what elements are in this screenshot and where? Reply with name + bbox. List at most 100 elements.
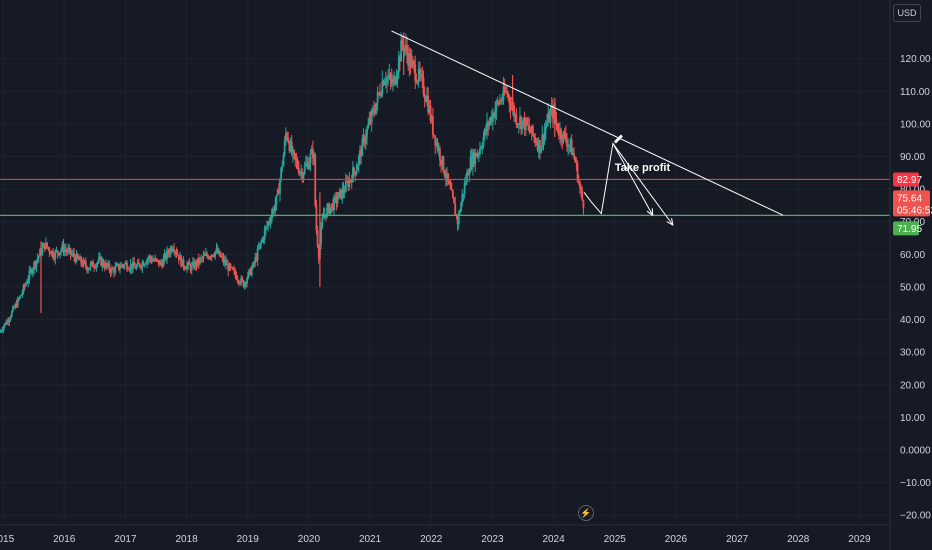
projection-path[interactable]: [583, 141, 654, 216]
candle-body: [474, 153, 477, 165]
candle-body: [329, 207, 332, 214]
time-scale-background: [0, 525, 890, 550]
candle-body: [155, 258, 158, 260]
candle-body: [157, 259, 160, 266]
candle-body: [302, 173, 305, 179]
candle-body: [99, 256, 101, 258]
candle-body: [259, 243, 261, 248]
candle-body: [274, 204, 277, 212]
candle-body: [76, 253, 79, 258]
price-scale[interactable]: 120.00110.00100.0090.0080.0070.0060.0050…: [900, 54, 931, 522]
time-tick-label: 2022: [420, 534, 443, 545]
candle-body: [495, 101, 498, 111]
candle-body: [208, 257, 211, 259]
candle-body: [427, 95, 430, 113]
candle-body: [20, 294, 23, 297]
candle-body: [364, 137, 367, 144]
candle-body: [12, 306, 14, 312]
candle-body: [361, 138, 364, 157]
candle-body: [176, 254, 179, 256]
candle-body: [263, 229, 266, 240]
candle-body: [173, 249, 175, 252]
candle-body: [334, 196, 337, 198]
candle-body: [146, 259, 148, 264]
candle-body: [8, 319, 11, 323]
candle-body: [446, 173, 448, 179]
candle-body: [433, 134, 435, 136]
candle-body: [237, 280, 240, 283]
candle-body: [3, 323, 6, 327]
lightning-icon[interactable]: ⚡: [578, 505, 594, 521]
candle-body: [63, 249, 66, 253]
candle-body: [21, 292, 24, 295]
candle-body: [268, 221, 271, 223]
candle-body: [429, 105, 432, 121]
candle-body: [553, 109, 555, 119]
candle-body: [1, 330, 4, 331]
candle-body: [441, 156, 444, 165]
candle-body: [530, 125, 533, 133]
candle-body: [539, 140, 541, 153]
horizontal-levels: [0, 178, 890, 216]
candle-body: [264, 226, 267, 230]
candle-body: [77, 257, 80, 261]
candle-body: [560, 129, 563, 139]
support-price-badge: [893, 221, 919, 236]
candle-body: [300, 171, 303, 173]
candle-body: [116, 264, 119, 265]
currency-button[interactable]: USD: [893, 4, 921, 22]
candle-body: [347, 181, 350, 187]
candle-body: [460, 203, 463, 212]
candle-body: [303, 165, 306, 174]
time-tick-label: 2029: [848, 534, 871, 545]
candle-body: [102, 260, 105, 266]
candle-body: [541, 134, 544, 148]
candle-body: [509, 103, 512, 110]
last-price-label: 75.64: [897, 193, 922, 204]
candle-body: [168, 253, 171, 255]
candle-body: [297, 167, 300, 174]
candle-body: [121, 264, 124, 266]
candle-body: [577, 181, 580, 183]
candle-body: [416, 80, 419, 83]
candle-body: [82, 260, 85, 266]
candle-body: [167, 250, 170, 254]
candle-body: [367, 124, 370, 129]
descending-trendline[interactable]: [391, 30, 784, 216]
candle-body: [409, 53, 412, 68]
candle-body: [457, 213, 460, 225]
countdown-label: 05:46:52: [897, 205, 932, 216]
price-tick-label: 10.00: [900, 413, 925, 424]
candle-body: [497, 101, 500, 104]
time-tick-label: 2027: [726, 534, 749, 545]
candle-body: [115, 264, 118, 267]
projection-branch[interactable]: [612, 143, 674, 226]
candle-body: [464, 181, 467, 183]
candle-body: [236, 279, 239, 281]
candle-body: [122, 265, 125, 267]
candle-body: [152, 260, 154, 262]
candle-body: [183, 267, 186, 269]
candle-body: [354, 171, 357, 175]
candle-body: [147, 258, 150, 260]
candle-body: [388, 74, 391, 78]
candle-body: [90, 261, 93, 264]
time-scale[interactable]: 2015 2016 2017 2018 2019 2020 2021 2022 2023 2024…: [0, 534, 871, 545]
candle-body: [14, 303, 17, 308]
time-tick-label: 2028: [787, 534, 810, 545]
candle-body: [166, 250, 168, 259]
candle-body: [333, 197, 335, 211]
candle-body: [226, 263, 228, 266]
candle-body: [359, 150, 361, 157]
candle-body: [290, 141, 293, 154]
candle-body: [533, 134, 535, 138]
candle-body: [514, 114, 517, 117]
candle-body: [449, 183, 452, 189]
candle-body: [62, 244, 65, 253]
candle-body: [143, 264, 146, 266]
trend-drawings[interactable]: Take profit: [391, 30, 784, 226]
candle-body: [436, 141, 439, 151]
candle-body: [227, 263, 230, 272]
candle-body: [410, 59, 413, 68]
